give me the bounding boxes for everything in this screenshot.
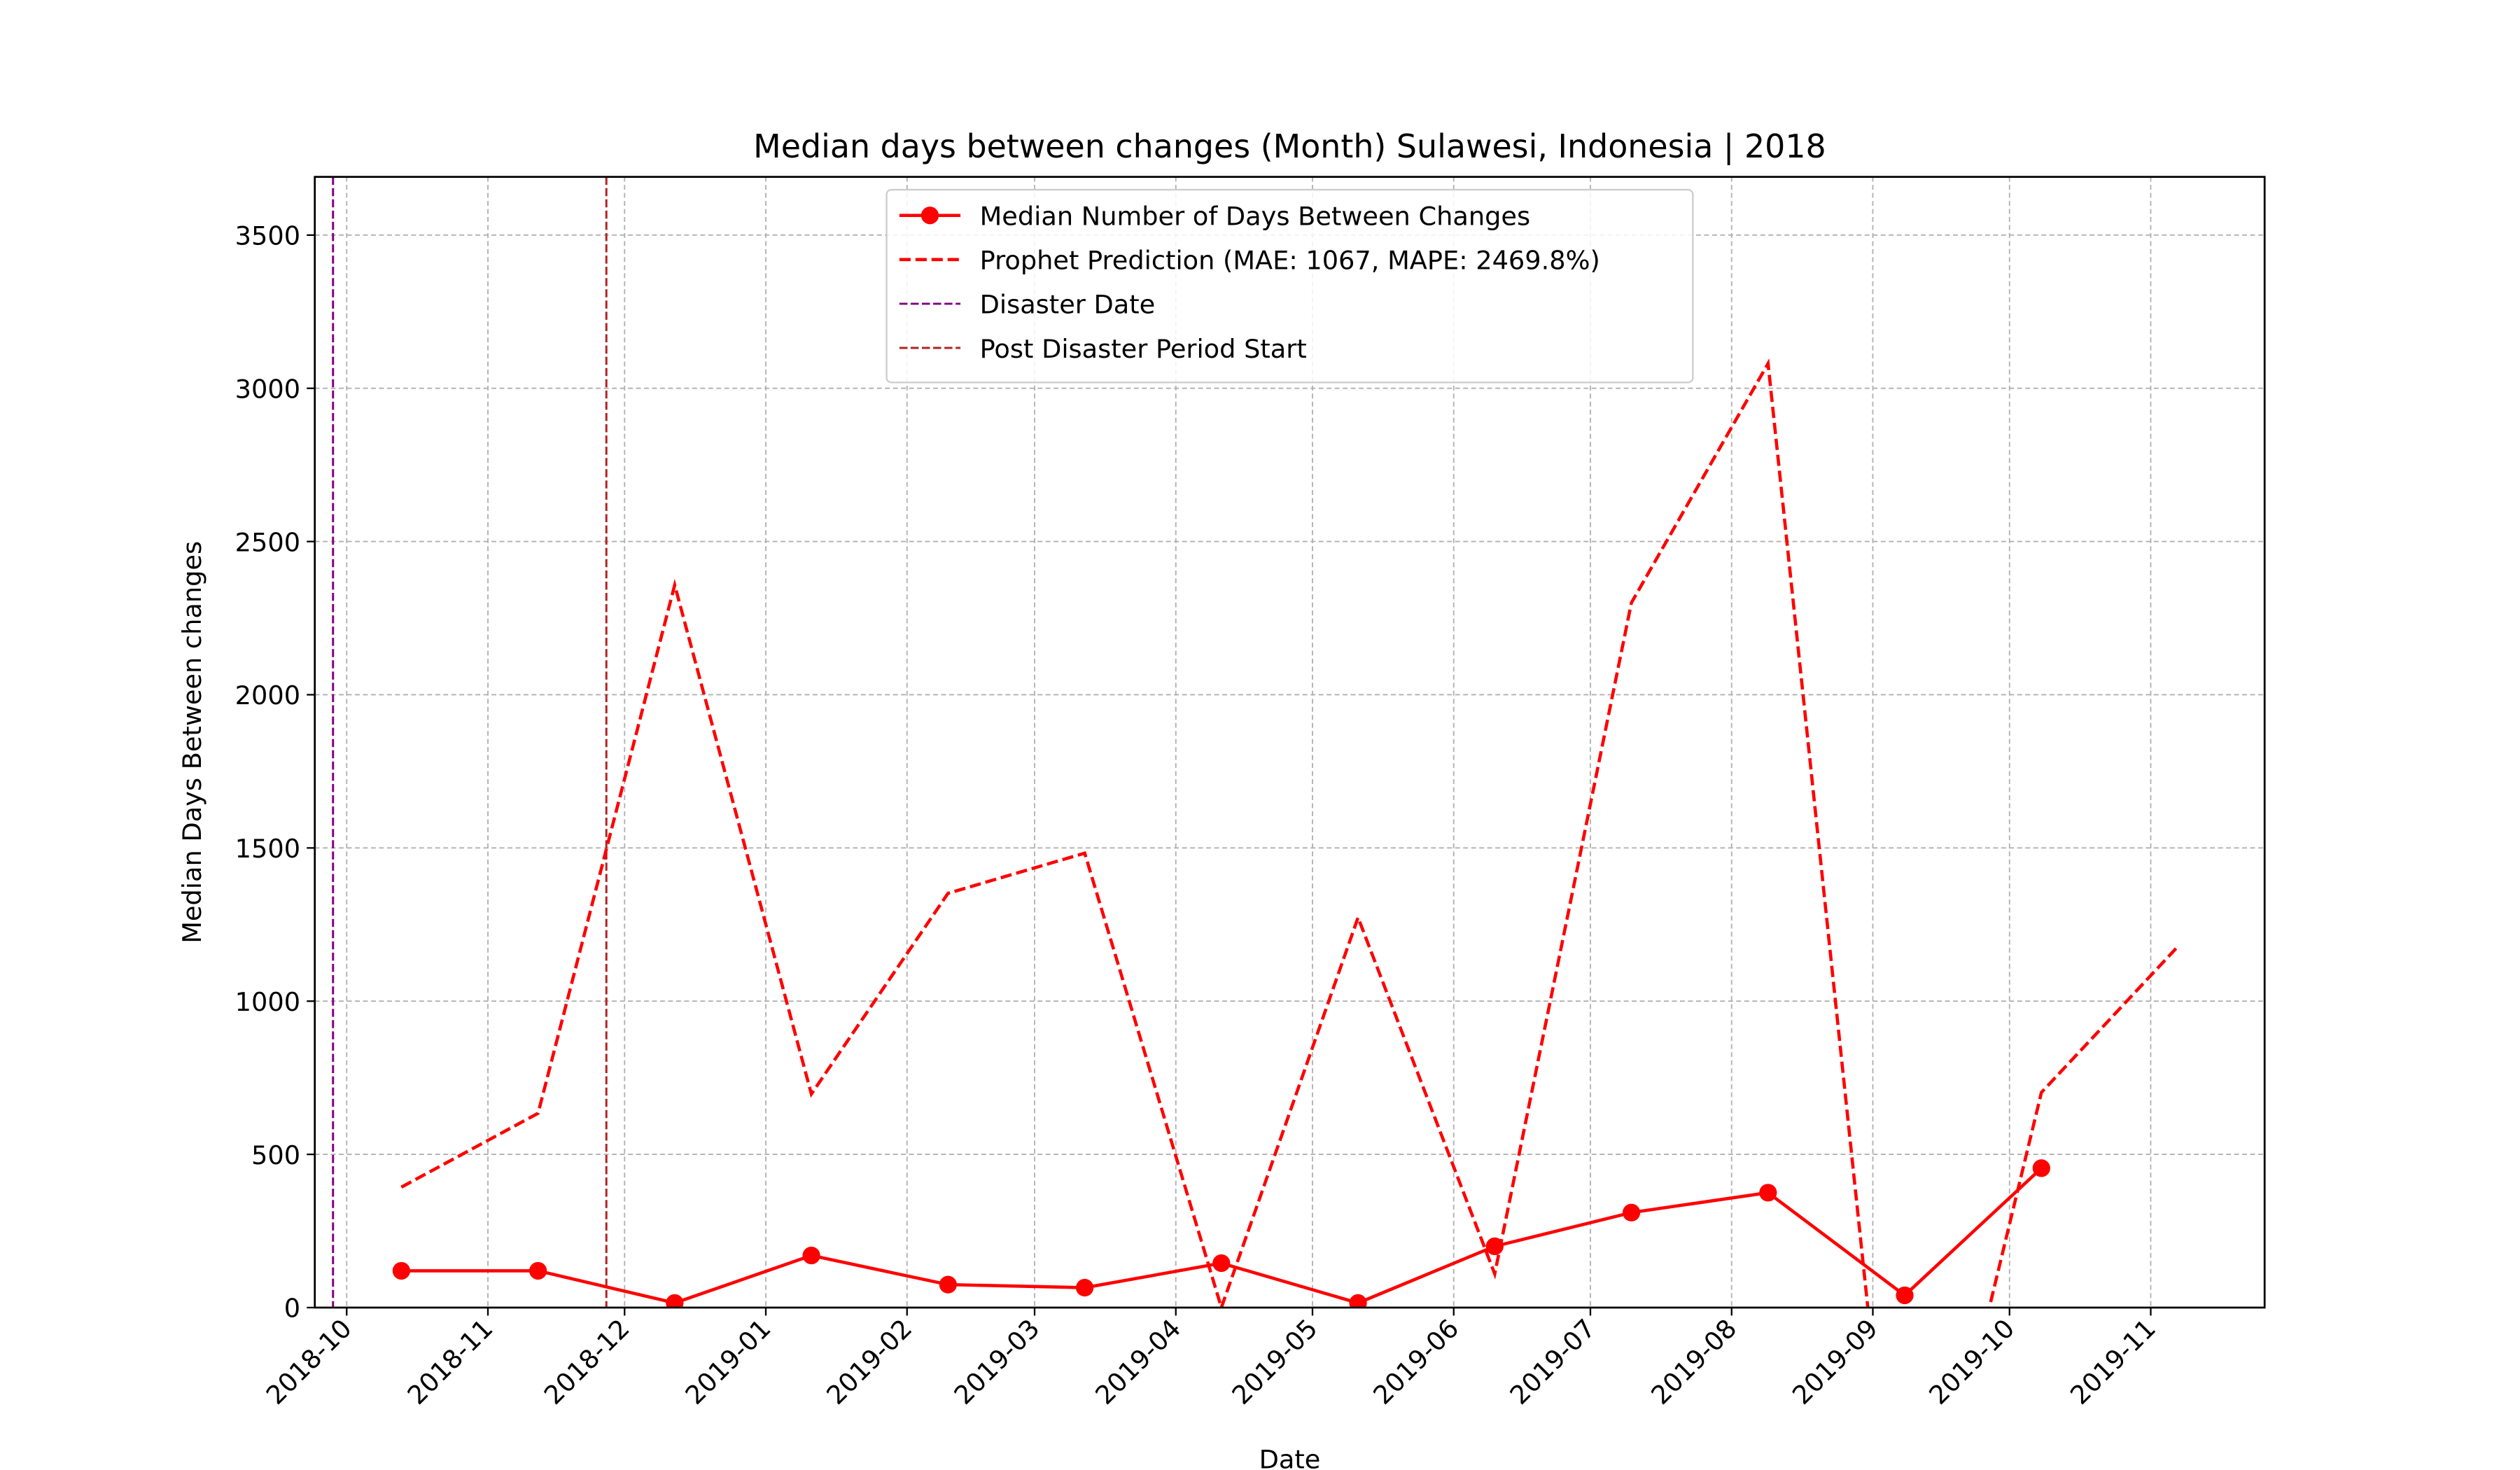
y-tick-label: 2000 [235,680,300,710]
legend: Median Number of Days Between Changes Pro… [886,188,1694,384]
x-tick-label: 2019-02 [820,1313,918,1410]
data-point [1759,1184,1777,1202]
legend-label: Median Number of Days Between Changes [980,202,1530,232]
data-point [2032,1159,2050,1177]
data-point [666,1294,684,1308]
x-tick-label: 2019-04 [1089,1313,1186,1410]
y-tick-label: 2500 [235,527,300,557]
data-point [1075,1278,1094,1297]
y-tick-label: 3000 [235,374,300,404]
x-tick-label: 2019-03 [948,1313,1046,1410]
legend-label: Post Disaster Period Start [980,334,1307,364]
legend-marker [920,206,939,225]
data-point [1349,1294,1367,1308]
x-axis-label: Date [1259,1444,1321,1470]
x-tick-label: 2019-09 [1786,1313,1884,1410]
x-tick-label: 2019-07 [1504,1313,1602,1410]
x-tick-label: 2019-01 [680,1313,777,1410]
legend-label: Disaster Date [980,290,1156,320]
grid [314,176,2265,1308]
series-line [401,1167,2043,1305]
data-point [1896,1286,1914,1305]
y-tick-label: 1000 [235,987,300,1017]
y-tick-label: 0 [284,1294,300,1324]
legend-label: Prophet Prediction (MAE: 1067, MAPE: 246… [980,246,1600,276]
data-point [802,1246,820,1265]
y-tick-label: 1500 [235,834,300,864]
data-point [1622,1203,1641,1222]
x-tick-label: 2018-11 [402,1313,499,1410]
series-line [400,358,2180,1308]
data-point [939,1275,957,1294]
y-axis-label: Median Days Between changes [177,541,207,944]
axes-frame [314,176,2266,1309]
legend-box [886,188,1694,384]
data-point [528,1261,547,1280]
y-tick-label: 500 [251,1140,300,1170]
x-tick-label: 2019-11 [2064,1313,2162,1410]
x-tick-label: 2018-12 [538,1313,636,1410]
data-point [1485,1237,1504,1256]
chart-title: Median days between changes (Month) Sula… [753,127,1826,166]
plot-area [332,176,2180,1308]
data-point [1212,1254,1231,1273]
x-tick-label: 2019-10 [1923,1313,2020,1410]
x-tick-label: 2019-08 [1645,1313,1742,1410]
x-tick-label: 2019-05 [1226,1313,1324,1410]
data-point [392,1261,410,1280]
x-tick-label: 2019-06 [1367,1313,1464,1410]
y-tick-label: 3500 [235,221,300,251]
x-tick-label: 2018-10 [260,1313,358,1410]
